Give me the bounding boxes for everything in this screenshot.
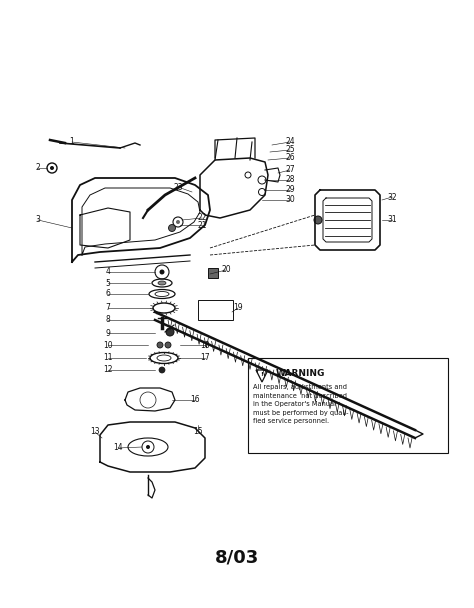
Text: 26: 26	[285, 153, 295, 162]
Ellipse shape	[158, 281, 166, 285]
FancyBboxPatch shape	[208, 268, 218, 278]
Text: 7: 7	[106, 303, 110, 313]
Circle shape	[159, 269, 164, 274]
Text: 3: 3	[36, 215, 40, 224]
Text: 13: 13	[90, 427, 100, 437]
Text: 9: 9	[106, 328, 110, 337]
Text: 5: 5	[106, 278, 110, 288]
Circle shape	[176, 220, 180, 224]
Circle shape	[146, 445, 150, 449]
Text: 2: 2	[36, 164, 40, 173]
Text: 11: 11	[103, 353, 113, 362]
Circle shape	[165, 342, 171, 348]
Text: 8: 8	[106, 316, 110, 325]
Text: 14: 14	[113, 443, 123, 452]
Text: 18: 18	[200, 340, 210, 350]
Text: WARNING: WARNING	[276, 368, 325, 378]
Text: 8/03: 8/03	[215, 549, 259, 567]
Text: 6: 6	[106, 289, 110, 299]
Text: 28: 28	[285, 176, 295, 184]
Text: 15: 15	[193, 427, 203, 437]
Text: 24: 24	[285, 137, 295, 147]
Circle shape	[157, 342, 163, 348]
Text: 32: 32	[387, 193, 397, 201]
Circle shape	[50, 166, 54, 170]
Text: 22: 22	[197, 213, 207, 223]
Circle shape	[314, 216, 322, 224]
Circle shape	[159, 367, 165, 373]
Text: 17: 17	[200, 353, 210, 362]
Text: 1: 1	[70, 137, 74, 147]
Text: All repairs, adjustments and
maintenance  not described
in the Operator's Manual: All repairs, adjustments and maintenance…	[253, 384, 348, 424]
Circle shape	[168, 224, 175, 232]
Text: 21: 21	[197, 221, 207, 229]
Text: 25: 25	[285, 145, 295, 154]
Text: 30: 30	[285, 196, 295, 204]
Text: 29: 29	[285, 185, 295, 195]
Text: 12: 12	[103, 365, 113, 375]
Text: 16: 16	[190, 395, 200, 404]
Text: 4: 4	[106, 268, 110, 277]
Text: 23: 23	[173, 182, 183, 192]
Circle shape	[166, 328, 174, 336]
Text: !: !	[261, 371, 264, 376]
Text: 31: 31	[387, 215, 397, 224]
Text: 19: 19	[233, 303, 243, 313]
Text: 10: 10	[103, 340, 113, 350]
Text: 27: 27	[285, 165, 295, 174]
Text: 20: 20	[221, 266, 231, 274]
